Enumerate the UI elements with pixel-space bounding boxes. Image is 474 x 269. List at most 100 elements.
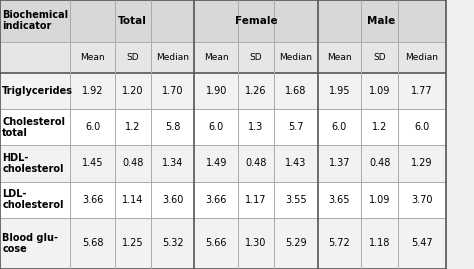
Bar bbox=[151, 182, 194, 218]
Text: 5.72: 5.72 bbox=[328, 238, 350, 249]
Bar bbox=[194, 182, 238, 218]
Text: 6.0: 6.0 bbox=[209, 122, 224, 132]
Text: 3.66: 3.66 bbox=[205, 195, 227, 205]
Bar bbox=[318, 0, 446, 42]
Text: 1.37: 1.37 bbox=[328, 158, 350, 168]
Text: Total: Total bbox=[118, 16, 146, 26]
Text: 5.7: 5.7 bbox=[288, 122, 303, 132]
Bar bbox=[398, 109, 446, 145]
Text: Median: Median bbox=[279, 53, 312, 62]
Bar bbox=[0, 145, 70, 182]
Bar bbox=[70, 218, 115, 269]
Text: 0.48: 0.48 bbox=[369, 158, 391, 168]
Bar bbox=[151, 109, 194, 145]
Text: 3.55: 3.55 bbox=[285, 195, 307, 205]
Text: 3.66: 3.66 bbox=[82, 195, 103, 205]
Bar bbox=[398, 42, 446, 73]
Text: Female: Female bbox=[235, 16, 277, 26]
Bar bbox=[115, 73, 151, 109]
Bar bbox=[361, 182, 398, 218]
Text: SD: SD bbox=[250, 53, 262, 62]
Bar bbox=[0, 218, 70, 269]
Bar bbox=[318, 182, 361, 218]
Bar bbox=[115, 109, 151, 145]
Text: 5.32: 5.32 bbox=[162, 238, 183, 249]
Text: Male: Male bbox=[367, 16, 396, 26]
Text: Cholesterol
total: Cholesterol total bbox=[2, 116, 65, 138]
Bar bbox=[194, 145, 238, 182]
Bar bbox=[398, 73, 446, 109]
Text: SD: SD bbox=[374, 53, 386, 62]
Bar bbox=[398, 145, 446, 182]
Bar bbox=[274, 218, 318, 269]
Bar bbox=[274, 42, 318, 73]
Bar bbox=[318, 218, 361, 269]
Text: Mean: Mean bbox=[81, 53, 105, 62]
Bar bbox=[274, 145, 318, 182]
Text: 3.70: 3.70 bbox=[411, 195, 433, 205]
Bar bbox=[238, 109, 274, 145]
Bar bbox=[361, 73, 398, 109]
Bar bbox=[238, 42, 274, 73]
Text: Blood glu-
cose: Blood glu- cose bbox=[2, 233, 58, 254]
Bar bbox=[70, 73, 115, 109]
Text: 0.48: 0.48 bbox=[122, 158, 144, 168]
Text: 1.2: 1.2 bbox=[125, 122, 141, 132]
Bar bbox=[318, 145, 361, 182]
Bar bbox=[194, 0, 318, 42]
Text: Triglycerides: Triglycerides bbox=[2, 86, 73, 96]
Bar bbox=[194, 218, 238, 269]
Bar bbox=[70, 42, 115, 73]
Text: 1.09: 1.09 bbox=[369, 86, 391, 96]
Bar bbox=[0, 182, 70, 218]
Text: 1.43: 1.43 bbox=[285, 158, 307, 168]
Text: 1.92: 1.92 bbox=[82, 86, 103, 96]
Text: 5.8: 5.8 bbox=[165, 122, 180, 132]
Text: 3.60: 3.60 bbox=[162, 195, 183, 205]
Bar bbox=[115, 182, 151, 218]
Text: 1.2: 1.2 bbox=[372, 122, 387, 132]
Bar bbox=[0, 109, 70, 145]
Bar bbox=[318, 73, 361, 109]
Text: 1.25: 1.25 bbox=[122, 238, 144, 249]
Bar bbox=[70, 0, 194, 42]
Text: 5.66: 5.66 bbox=[205, 238, 227, 249]
Bar bbox=[115, 218, 151, 269]
Text: 1.77: 1.77 bbox=[411, 86, 433, 96]
Text: 6.0: 6.0 bbox=[414, 122, 429, 132]
Bar bbox=[70, 145, 115, 182]
Bar bbox=[115, 42, 151, 73]
Bar bbox=[0, 73, 70, 109]
Bar bbox=[151, 145, 194, 182]
Bar bbox=[238, 73, 274, 109]
Bar bbox=[0, 42, 70, 73]
Text: 1.70: 1.70 bbox=[162, 86, 183, 96]
Text: 0.48: 0.48 bbox=[245, 158, 267, 168]
Bar bbox=[398, 182, 446, 218]
Text: 6.0: 6.0 bbox=[332, 122, 347, 132]
Text: Biochemical
indicator: Biochemical indicator bbox=[2, 10, 69, 31]
Text: 1.49: 1.49 bbox=[205, 158, 227, 168]
Text: 1.45: 1.45 bbox=[82, 158, 103, 168]
Bar bbox=[151, 42, 194, 73]
Text: Median: Median bbox=[405, 53, 438, 62]
Text: 1.34: 1.34 bbox=[162, 158, 183, 168]
Text: 1.3: 1.3 bbox=[248, 122, 264, 132]
Bar bbox=[151, 218, 194, 269]
Bar bbox=[361, 218, 398, 269]
Bar bbox=[318, 109, 361, 145]
Bar bbox=[238, 182, 274, 218]
Bar bbox=[361, 109, 398, 145]
Text: 1.14: 1.14 bbox=[122, 195, 144, 205]
Bar bbox=[151, 73, 194, 109]
Text: 1.18: 1.18 bbox=[369, 238, 391, 249]
Bar bbox=[274, 109, 318, 145]
Text: HDL-
cholesterol: HDL- cholesterol bbox=[2, 153, 64, 174]
Text: 1.95: 1.95 bbox=[328, 86, 350, 96]
Bar bbox=[70, 109, 115, 145]
Bar bbox=[238, 218, 274, 269]
Text: 5.68: 5.68 bbox=[82, 238, 103, 249]
Text: 1.09: 1.09 bbox=[369, 195, 391, 205]
Text: 6.0: 6.0 bbox=[85, 122, 100, 132]
Text: 1.20: 1.20 bbox=[122, 86, 144, 96]
